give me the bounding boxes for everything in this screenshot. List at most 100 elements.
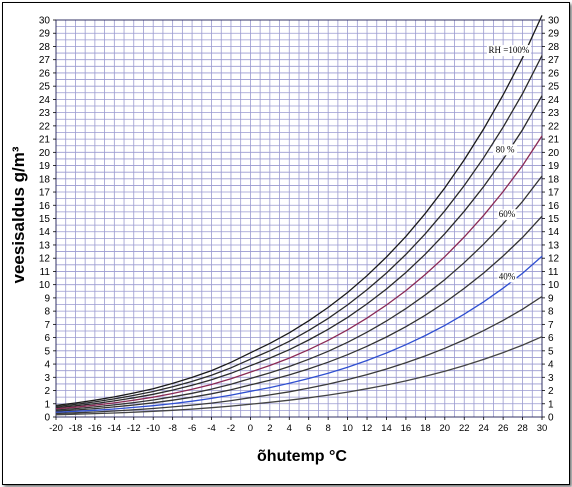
y-tick-label-left: 7	[44, 320, 50, 331]
curve-label: 80 %	[496, 144, 515, 154]
curve-rh-80	[55, 95, 543, 409]
y-tick-label-left: 23	[39, 108, 51, 119]
y-tick-label-left: 17	[39, 188, 51, 199]
y-tick-label-right: 3	[548, 373, 554, 384]
curve-annotations: RH =100% 80 % 60% 40%	[486, 45, 531, 283]
y-tick-label-right: 7	[548, 320, 554, 331]
y-tick-label-left: 16	[39, 201, 51, 212]
x-tick-label: 24	[478, 423, 489, 434]
y-tick-label-right: 21	[548, 135, 560, 146]
y-tick-label-right: 26	[548, 68, 560, 79]
y-tick-label-right: 24	[548, 95, 560, 106]
y-tick-label-right: 8	[548, 307, 554, 318]
y-tick-label-left: 12	[39, 254, 51, 265]
y-tick-label-left: 8	[44, 307, 50, 318]
x-tick-label: 8	[326, 423, 331, 434]
y-tick-label-left: 30	[39, 16, 51, 27]
x-tick-label: 14	[381, 423, 392, 434]
y-tick-label-left: 1	[44, 399, 50, 410]
x-tick-label: 30	[537, 423, 548, 434]
y-tick-label-left: 26	[39, 68, 51, 79]
curve-rh-20	[55, 336, 543, 416]
x-tick-label: -10	[146, 423, 160, 434]
x-tick-label: 22	[459, 423, 470, 434]
y-tick-label-left: 10	[39, 280, 51, 291]
y-tick-label-right: 14	[548, 227, 560, 238]
x-axis: -20 -18 -16 -14 -12 -10 -8 -6 -4 -2 0 2 4 6 8 10 12 14 16 1…	[49, 417, 547, 434]
y-tick-label-right: 22	[548, 121, 560, 132]
curve-label: RH =100%	[489, 45, 530, 55]
y-axis-left: 0123456789101112131415161718192021222324…	[39, 16, 56, 424]
curve-rh-30	[55, 295, 543, 415]
y-tick-label-right: 16	[548, 201, 560, 212]
y-tick-label-left: 22	[39, 121, 51, 132]
y-tick-label-right: 6	[548, 333, 554, 344]
x-tick-label: 18	[420, 423, 431, 434]
y-tick-label-left: 27	[39, 55, 51, 66]
y-tick-label-right: 27	[548, 55, 560, 66]
x-tick-label: 4	[287, 423, 292, 434]
y-tick-label-left: 29	[39, 29, 51, 40]
x-tick-label: -12	[127, 423, 141, 434]
x-tick-label: -6	[188, 423, 196, 434]
y-tick-label-left: 19	[39, 161, 51, 172]
curve-rh-100	[55, 15, 543, 407]
y-tick-label-left: 18	[39, 174, 51, 185]
curve-rh-40	[55, 255, 543, 413]
x-tick-label: 0	[248, 423, 253, 434]
curve-rh-50	[55, 215, 543, 412]
curve-rh-70	[55, 135, 543, 410]
annotation-backdrop	[497, 271, 517, 283]
y-tick-label-right: 23	[548, 108, 560, 119]
grid	[55, 19, 543, 418]
y-tick-label-right: 1	[548, 399, 554, 410]
y-tick-label-right: 15	[548, 214, 560, 225]
y-tick-label-right: 12	[548, 254, 560, 265]
x-tick-label: 2	[267, 423, 272, 434]
y-tick-label-left: 15	[39, 214, 51, 225]
y-tick-label-right: 18	[548, 174, 560, 185]
y-tick-label-right: 25	[548, 82, 560, 93]
curve-label: 60%	[499, 209, 516, 219]
x-tick-label: 16	[401, 423, 412, 434]
y-tick-label-left: 5	[44, 346, 50, 357]
y-tick-label-right: 28	[548, 42, 560, 53]
y-tick-label-right: 17	[548, 188, 560, 199]
y-tick-label-left: 14	[39, 227, 51, 238]
x-tick-label: 26	[498, 423, 509, 434]
y-tick-label-right: 10	[548, 280, 560, 291]
x-tick-label: 28	[517, 423, 528, 434]
x-tick-label: -8	[168, 423, 176, 434]
y-tick-label-left: 20	[39, 148, 51, 159]
curve-rh-60	[55, 175, 543, 411]
curve-rh-90	[55, 55, 543, 408]
x-tick-label: -20	[49, 423, 63, 434]
x-tick-label: 10	[342, 423, 353, 434]
y-tick-label-left: 13	[39, 240, 51, 251]
y-tick-label-right: 30	[548, 16, 560, 27]
y-tick-label-left: 4	[44, 360, 50, 371]
x-axis-title: õhutemp °C	[257, 448, 347, 465]
y-axis-title: veesisaldus g/m³	[9, 146, 28, 283]
y-tick-label-right: 4	[548, 360, 554, 371]
y-tick-label-right: 5	[548, 346, 554, 357]
y-tick-label-right: 20	[548, 148, 560, 159]
x-tick-label: -4	[207, 423, 215, 434]
y-tick-label-right: 29	[548, 29, 560, 40]
x-tick-label: 6	[306, 423, 311, 434]
annotation-backdrop	[493, 144, 518, 156]
curve-label: 40%	[499, 271, 516, 281]
y-tick-label-left: 24	[39, 95, 51, 106]
x-tick-label: -14	[107, 423, 121, 434]
y-tick-label-right: 13	[548, 240, 560, 251]
y-axis-right: 0123456789101112131415161718192021222324…	[542, 16, 560, 424]
y-tick-label-right: 2	[548, 386, 554, 397]
y-tick-label-left: 21	[39, 135, 51, 146]
y-tick-label-right: 0	[548, 413, 554, 424]
x-tick-label: 12	[362, 423, 373, 434]
x-tick-label: -18	[69, 423, 83, 434]
x-tick-label: -16	[88, 423, 102, 434]
annotation-backdrop	[497, 209, 517, 221]
x-tick-label: -2	[227, 423, 235, 434]
